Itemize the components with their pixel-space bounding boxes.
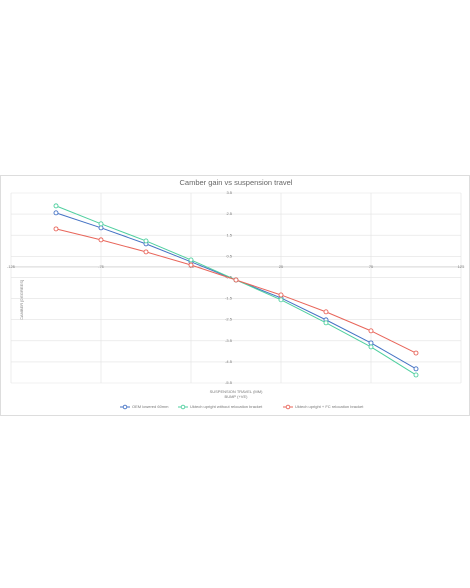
legend-label: Uktech upright + FC relocation bracket: [295, 404, 364, 409]
x-tick-label: -75: [98, 264, 105, 269]
x-tick-label: 125: [458, 264, 465, 269]
y-tick-label: -4.5: [225, 359, 233, 364]
data-point: [188, 262, 194, 268]
data-point: [278, 292, 284, 298]
data-point: [323, 320, 329, 326]
legend-marker: [285, 404, 291, 410]
legend-label: OEM lowered 60mm: [132, 404, 169, 409]
data-point: [98, 237, 104, 243]
chart-title: Camber gain vs suspension travel: [180, 178, 293, 187]
legend-marker: [122, 404, 128, 410]
y-tick-label: -2.5: [225, 317, 233, 322]
data-point: [323, 309, 329, 315]
x-tick-label: 25: [279, 264, 284, 269]
data-point: [98, 225, 104, 231]
y-tick-label: 1.5: [226, 232, 232, 237]
data-point: [368, 344, 374, 350]
x-axis-title: SUSPENSION TRAVEL (MM): [210, 389, 263, 394]
y-tick-label: -3.5: [225, 338, 233, 343]
y-tick-label: 3.5: [226, 190, 232, 195]
data-point: [368, 340, 374, 346]
y-tick-label: 0.5: [226, 253, 232, 258]
legend-marker: [180, 404, 186, 410]
data-point: [368, 328, 374, 334]
data-point: [143, 249, 149, 255]
x-tick-label: 75: [369, 264, 374, 269]
data-point: [53, 226, 59, 232]
legend-label: Uktech upright without relocation bracke…: [190, 404, 263, 409]
data-point: [278, 297, 284, 303]
data-point: [143, 238, 149, 244]
legend: OEM lowered 60mm Uktech upright without r…: [120, 404, 364, 410]
data-point: [413, 366, 419, 372]
y-tick-label: 2.5: [226, 211, 232, 216]
y-tick-label: -1.5: [225, 296, 233, 301]
y-axis-title: CAMBER [DEGREES]: [19, 280, 24, 320]
x-axis-subtitle: BUMP (+VE): [225, 394, 249, 399]
chart-frame: [0, 175, 470, 416]
x-tick-label: -125: [7, 264, 16, 269]
data-point: [98, 221, 104, 227]
data-point: [53, 210, 59, 216]
data-point: [233, 277, 239, 283]
y-tick-label: -5.5: [225, 380, 233, 385]
data-point: [413, 372, 419, 378]
plot: [53, 203, 419, 378]
data-point: [53, 203, 59, 209]
data-point: [413, 350, 419, 356]
data-point: [188, 257, 194, 263]
